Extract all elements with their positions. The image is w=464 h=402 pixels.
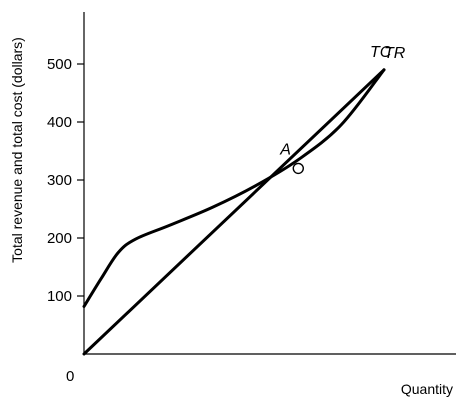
y-ticks: 100 200 300 400 500	[47, 56, 84, 305]
origin-label: 0	[66, 368, 74, 385]
y-tick-label: 300	[47, 172, 72, 189]
y-tick-label: 200	[47, 230, 72, 247]
series-tc-line	[82, 68, 386, 308]
point-a-marker	[292, 162, 304, 175]
series-tr-label: TR	[384, 45, 406, 62]
y-tick-label: 500	[47, 56, 72, 73]
y-tick-label: 400	[47, 114, 72, 131]
y-tick-label: 100	[47, 288, 72, 305]
point-a-label: A	[279, 141, 291, 158]
x-axis-label: Quantity	[401, 381, 453, 397]
series-tc-label: TC	[370, 44, 392, 61]
y-axis-label: Total revenue and total cost (dollars)	[9, 37, 25, 263]
series-tr-line	[82, 68, 386, 356]
